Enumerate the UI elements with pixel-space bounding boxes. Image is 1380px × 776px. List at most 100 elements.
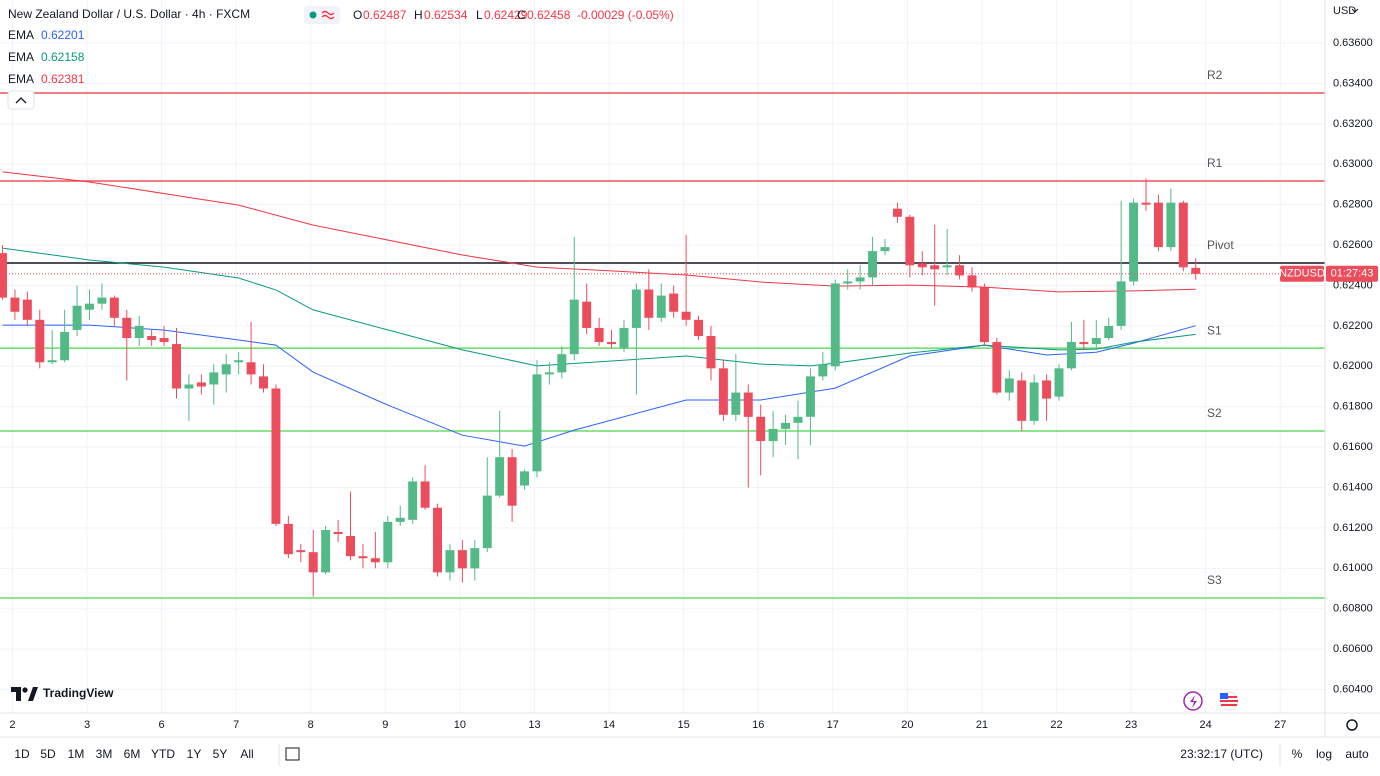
candle-body [457,550,467,569]
range-button[interactable]: YTD [151,747,175,761]
scale-option[interactable]: log [1316,747,1332,761]
candle-body [905,216,915,266]
candle-body [296,550,306,553]
ema-line [2,247,1196,367]
range-button[interactable]: 6M [124,747,141,761]
legend-label: EMA [8,50,34,64]
y-tick-label: 0.62000 [1333,360,1373,372]
y-tick-label: 0.61000 [1333,562,1373,574]
x-tick-label: 15 [678,719,690,731]
range-button[interactable]: 1Y [187,747,202,761]
level-label: R2 [1207,68,1223,82]
x-tick-label: 9 [382,719,388,731]
x-tick-label: 13 [528,719,540,731]
candle-body [967,275,977,288]
candle-body [346,536,355,557]
scale-option[interactable]: auto [1345,747,1369,761]
candle-body [917,263,927,268]
candle-body [395,517,405,522]
currency-chevron [1351,8,1359,13]
candle-body [892,208,902,217]
y-tick-label: 0.60600 [1333,643,1373,655]
candle-body [607,342,617,345]
axes: 0.60400 0.60600 0.60800 0.61000 0.61200 0.614… [0,37,1378,731]
candle-body [333,531,343,534]
status-badge[interactable] [304,6,340,24]
y-tick-label: 0.62200 [1333,320,1373,332]
collapse-button[interactable] [7,90,35,110]
candle-body [10,297,20,312]
level-label: R1 [1207,156,1223,170]
level-label: Pivot [1207,238,1234,252]
candle-body [433,507,442,573]
level-label: S1 [1207,323,1222,337]
candle-body [718,368,728,415]
candle-body [1042,380,1052,399]
scale-option[interactable]: % [1292,747,1303,761]
candle-body [97,297,107,304]
range-button[interactable]: 1D [14,747,30,761]
settings-icon[interactable] [1346,719,1358,731]
x-tick-label: 2 [9,719,15,731]
candle-body [159,338,169,343]
toolbar: 1D 5D 1M 3M 6M YTD 1Y 5Y All% log auto [14,747,1369,761]
candle-body [656,295,666,318]
y-tick-label: 0.62400 [1333,279,1373,291]
x-tick-label: 3 [84,719,90,731]
grid [0,0,1325,713]
flag-canton [1220,693,1228,699]
candle-body [1141,202,1151,205]
symbol-tag [1280,265,1324,282]
candle-body [1191,267,1201,274]
candle-body [768,428,778,442]
symbol-tag-label: NZDUSD [1279,268,1325,280]
legend-label: EMA [8,28,34,42]
ohlc-label: O [353,8,362,22]
y-tick-label: 0.61600 [1333,441,1373,453]
candle-body [72,305,82,330]
candle-body [259,376,268,389]
events-icon[interactable] [1183,691,1203,711]
legend-value: 0.62158 [41,50,85,64]
candle-body [85,303,94,310]
candle-body [544,372,554,375]
candle-body [855,277,865,282]
ohlc-value: 0.62534 [424,8,468,22]
candle-body [694,319,704,336]
candle-body [358,556,368,559]
candle-body [47,360,57,363]
candle-body [1116,281,1126,326]
candle-body [408,481,418,520]
candle-body [184,384,194,389]
range-button[interactable]: 1M [68,747,85,761]
y-tick-label: 0.61800 [1333,401,1373,413]
logo-mark [11,687,21,701]
candle-body [35,319,45,363]
candle-body [731,392,741,415]
candle-body [582,301,592,328]
x-tick-label: 24 [1200,719,1212,731]
candle-body [271,388,281,524]
candle-body [868,251,878,278]
date-range-icon[interactable] [285,747,300,761]
candle-body [805,376,815,417]
candle-body [955,265,965,276]
currency-label[interactable]: USD [1333,5,1356,17]
events-icon-bolt [1190,695,1197,708]
range-button[interactable]: 5D [40,747,56,761]
candle-body [0,253,7,298]
range-button[interactable]: 3M [96,747,113,761]
candle-body [569,299,579,355]
candle-body [756,416,766,442]
candle-body [246,362,256,375]
candle-body [209,372,219,385]
range-button[interactable]: 5Y [213,747,228,761]
range-button[interactable]: All [240,747,253,761]
candle-body [507,457,517,506]
x-tick-label: 7 [233,719,239,731]
candle-body [532,374,542,472]
y-tick-label: 0.61200 [1333,522,1373,534]
x-tick-label: 27 [1274,719,1286,731]
